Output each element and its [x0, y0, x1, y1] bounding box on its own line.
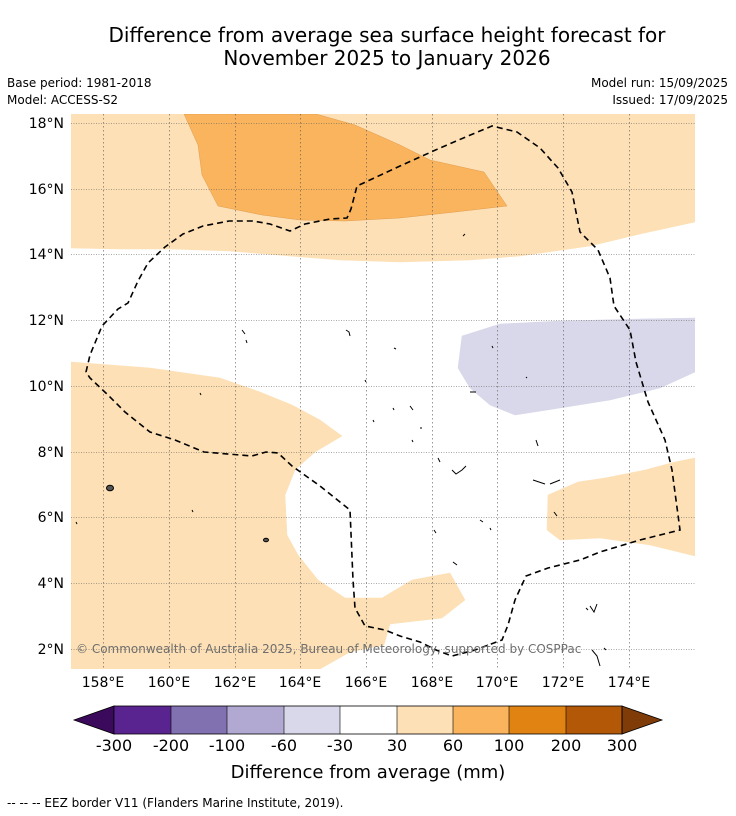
colorbar-swatch [509, 706, 566, 734]
colorbar-swatch [114, 706, 171, 734]
colorbar-swatch [566, 706, 622, 734]
anomaly-region-neg30-neg60 [457, 317, 695, 416]
colorbar-tick: 60 [443, 736, 463, 755]
longitude-labels: 158°E 160°E 162°E 164°E 166°E 168°E 170°… [82, 675, 651, 691]
lon-label-168e: 168°E [411, 675, 454, 691]
colorbar-outline [113, 705, 623, 735]
lat-label-10n: 10°N [29, 379, 64, 395]
colorbar-tick: -300 [96, 736, 132, 755]
anomaly-region-30-60-east [546, 457, 695, 557]
lat-label-14n: 14°N [29, 247, 64, 263]
colorbar-title: Difference from average (mm) [231, 762, 506, 783]
colorbar-tick: -200 [153, 736, 189, 755]
colorbar-swatch [171, 706, 227, 734]
eez-border [85, 125, 681, 657]
lon-label-166e: 166°E [345, 675, 388, 691]
copyright-notice: © Commonwealth of Australia 2025, Bureau… [76, 642, 581, 656]
colorbar-swatch [397, 706, 453, 734]
longitude-gridlines [103, 114, 630, 669]
colorbar-extend-high [621, 705, 664, 735]
colorbar: -300 -200 -100 -60 -30 30 60 100 200 300… [72, 705, 664, 783]
model-name: Model: ACCESS-S2 [7, 93, 119, 107]
lat-label-6n: 6°N [38, 510, 64, 526]
eez-footnote: -- -- -- EEZ border V11 (Flanders Marine… [7, 796, 344, 810]
colorbar-swatch [227, 706, 284, 734]
lon-label-162e: 162°E [214, 675, 257, 691]
lat-label-18n: 18°N [29, 116, 64, 132]
colorbar-tick: 30 [387, 736, 407, 755]
lon-label-172e: 172°E [542, 675, 585, 691]
anomaly-region-60-100 [183, 114, 508, 222]
lat-label-4n: 4°N [38, 576, 64, 592]
colorbar-extend-low [72, 705, 115, 735]
lon-label-158e: 158°E [82, 675, 125, 691]
colorbar-tick-labels: -300 -200 -100 -60 -30 30 60 100 200 300 [96, 736, 637, 755]
base-period: Base period: 1981-2018 [7, 76, 152, 90]
lat-label-8n: 8°N [38, 445, 64, 461]
lat-label-16n: 16°N [29, 182, 64, 198]
lon-label-160e: 160°E [148, 675, 191, 691]
issued-date: Issued: 17/09/2025 [612, 93, 728, 107]
colorbar-tick: 100 [494, 736, 525, 755]
lon-label-164e: 164°E [279, 675, 322, 691]
model-run-date: Model run: 15/09/2025 [590, 76, 728, 90]
colorbar-dividers [170, 706, 567, 734]
colorbar-swatch [340, 706, 397, 734]
latitude-gridlines [71, 123, 695, 650]
colorbar-tick: 300 [607, 736, 638, 755]
graticule [71, 114, 695, 669]
lat-label-12n: 12°N [29, 313, 64, 329]
colorbar-swatch [284, 706, 340, 734]
latitude-labels: 18°N 16°N 14°N 12°N 10°N 8°N 6°N 4°N 2°N [29, 116, 64, 658]
lon-label-174e: 174°E [608, 675, 651, 691]
colorbar-tick: 200 [551, 736, 582, 755]
map-plot-area: © Commonwealth of Australia 2025, Bureau… [71, 114, 695, 669]
lon-label-170e: 170°E [476, 675, 519, 691]
colorbar-swatch [453, 706, 509, 734]
lat-label-2n: 2°N [38, 642, 64, 658]
islands [75, 233, 607, 667]
map-title-line1: Difference from average sea surface heig… [108, 23, 666, 47]
colorbar-tick: -30 [327, 736, 353, 755]
colorbar-tick: -60 [271, 736, 297, 755]
map-title-line2: November 2025 to January 2026 [223, 46, 551, 70]
colorbar-tick: -100 [209, 736, 245, 755]
